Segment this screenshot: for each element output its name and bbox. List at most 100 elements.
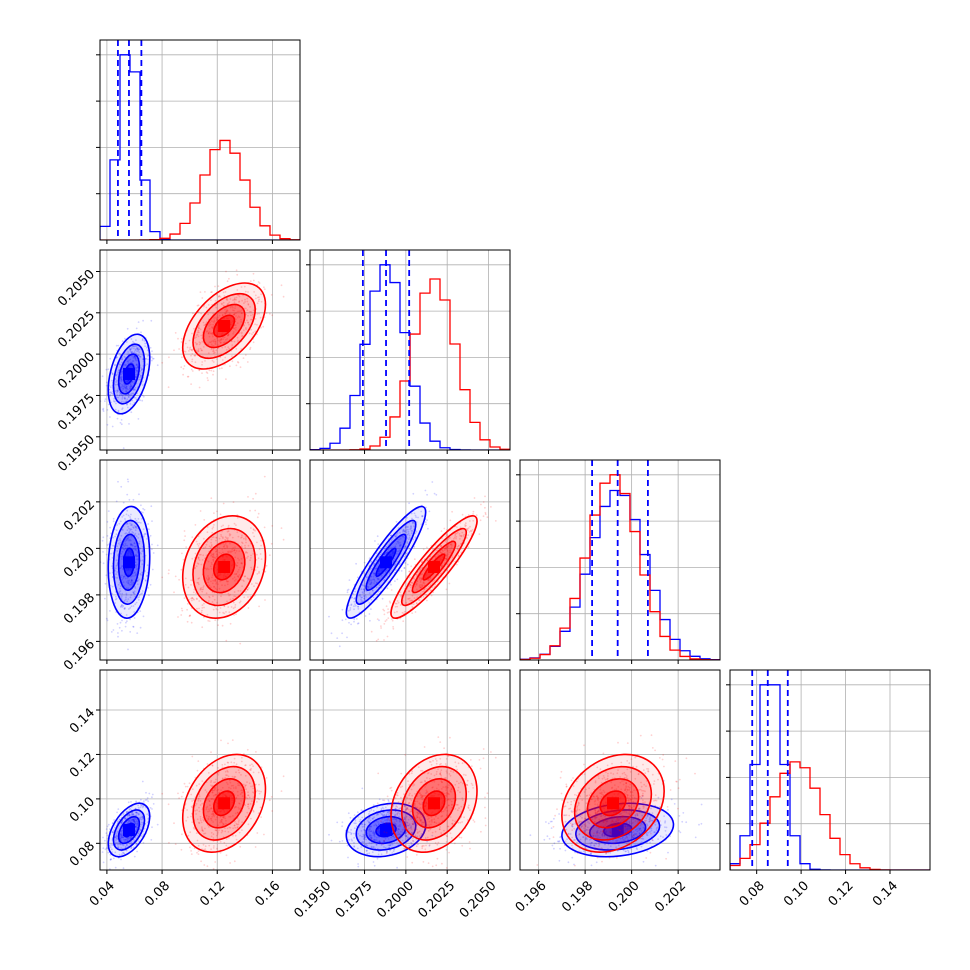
scatter-point [195, 334, 198, 336]
scatter-point [234, 595, 237, 598]
scatter-point [242, 357, 245, 359]
scatter-point [260, 293, 262, 296]
scatter-point [134, 397, 137, 399]
scatter-point [202, 586, 205, 589]
scatter-point [177, 616, 179, 618]
scatter-point [198, 327, 201, 329]
scatter-point [205, 371, 208, 373]
scatter-point [141, 518, 143, 520]
scatter-point [212, 552, 215, 555]
scatter-point [189, 346, 192, 349]
scatter-point [112, 400, 115, 402]
scatter-point [197, 326, 200, 329]
scatter-point [247, 607, 250, 609]
scatter-point [398, 563, 401, 566]
scatter-point [406, 533, 409, 536]
scatter-point [424, 521, 427, 523]
scatter-point [366, 586, 369, 589]
scatter-point [173, 349, 175, 352]
scatter-point [388, 611, 390, 613]
scatter-point [238, 574, 241, 576]
scatter-point [106, 834, 109, 837]
density-peak [218, 320, 231, 332]
scatter-point [141, 559, 144, 562]
scatter-point [126, 327, 129, 330]
scatter-point [124, 544, 127, 547]
scatter-point [407, 526, 409, 528]
scatter-point [244, 575, 247, 577]
scatter-point [126, 537, 129, 540]
scatter-point [383, 553, 386, 556]
scatter-point [244, 544, 246, 547]
scatter-point [132, 591, 135, 593]
scatter-point [400, 594, 403, 597]
scatter-point [405, 516, 408, 519]
scatter-point [392, 626, 394, 628]
scatter-point [482, 501, 485, 503]
scatter-point [109, 393, 112, 396]
scatter-point [221, 530, 223, 533]
scatter-point [117, 632, 119, 634]
scatter-point [254, 509, 257, 512]
scatter-point [254, 846, 257, 848]
scatter-point [137, 537, 140, 539]
scatter-point [357, 622, 360, 625]
scatter-point [146, 575, 148, 577]
scatter-point [216, 608, 219, 611]
scatter-point [361, 584, 364, 586]
scatter-point [215, 306, 218, 309]
scatter-point [123, 401, 125, 403]
scatter-point [134, 517, 137, 520]
scatter-point [212, 867, 215, 870]
scatter-point [236, 361, 239, 363]
scatter-point [191, 599, 193, 602]
scatter-point [373, 580, 376, 582]
scatter-point [410, 599, 413, 602]
scatter-point [383, 609, 386, 612]
scatter-point [225, 537, 228, 540]
scatter-point [218, 314, 221, 317]
scatter-point [220, 535, 223, 538]
panel-content [100, 250, 300, 450]
scatter-point [217, 624, 220, 627]
scatter-point [132, 605, 135, 607]
scatter-point [125, 364, 127, 366]
scatter-point [126, 398, 129, 401]
scatter-point [126, 522, 128, 525]
scatter-point [212, 350, 214, 353]
scatter-point [208, 578, 210, 580]
scatter-point [250, 583, 253, 585]
scatter-point [410, 525, 412, 527]
scatter-point [121, 604, 123, 607]
scatter-point [241, 534, 243, 537]
scatter-point [212, 555, 214, 558]
scatter-point [254, 318, 257, 320]
scatter-point [122, 514, 125, 517]
scatter-point [128, 531, 130, 534]
scatter-point [444, 547, 447, 549]
scatter-point [104, 848, 107, 851]
scatter-point [131, 544, 134, 547]
scatter-point [400, 544, 402, 546]
scatter-point [142, 507, 145, 510]
scatter-point [105, 832, 108, 835]
scatter-point [116, 571, 119, 573]
scatter-point [225, 348, 228, 351]
scatter-point [360, 596, 363, 599]
scatter-point [121, 389, 123, 392]
scatter-point [412, 492, 415, 495]
scatter-point [134, 554, 137, 557]
scatter-point [216, 588, 218, 591]
scatter-point [113, 400, 116, 403]
scatter-point [147, 800, 150, 803]
scatter-point [456, 547, 459, 550]
scatter-point [206, 613, 209, 616]
scatter-point [129, 349, 132, 352]
scatter-point [394, 545, 397, 547]
scatter-point [399, 545, 401, 548]
scatter-point [120, 485, 123, 488]
scatter-point [419, 568, 421, 571]
scatter-point [381, 597, 384, 600]
scatter-point [227, 302, 230, 305]
scatter-point [263, 286, 265, 289]
